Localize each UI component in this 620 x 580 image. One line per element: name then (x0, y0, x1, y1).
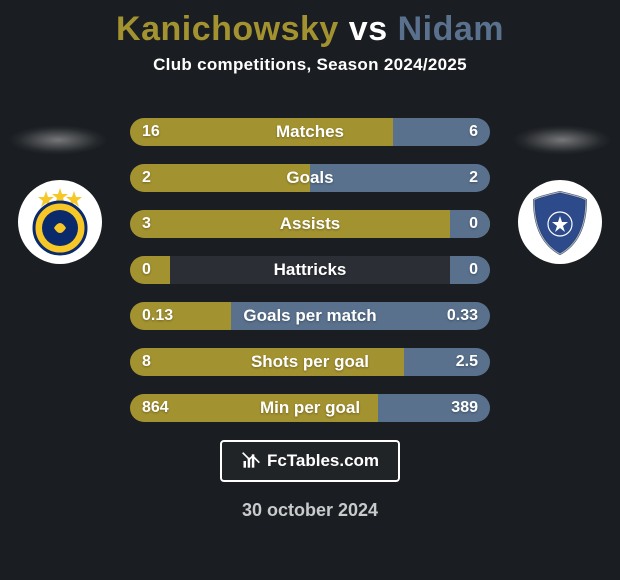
title-vs: vs (349, 10, 388, 48)
stat-row: 22Goals (130, 164, 490, 192)
brand-name: FcTables.com (267, 451, 379, 471)
stat-row: 166Matches (130, 118, 490, 146)
stat-label: Hattricks (130, 260, 490, 280)
stat-row: 30Assists (130, 210, 490, 238)
club-crest-left-icon (24, 186, 96, 258)
stat-row: 00Hattricks (130, 256, 490, 284)
stat-label: Min per goal (130, 398, 490, 418)
badge-shadow-right (512, 125, 612, 155)
stat-label: Goals per match (130, 306, 490, 326)
stats-container: 166Matches 22Goals 30Assists 00Hattricks 0.1… (130, 118, 490, 422)
stat-label: Shots per goal (130, 352, 490, 372)
comparison-date: 30 october 2024 (0, 500, 620, 521)
stats-chart-icon (241, 451, 261, 471)
club-badge-left (18, 180, 102, 264)
stat-label: Matches (130, 122, 490, 142)
stat-label: Goals (130, 168, 490, 188)
brand-footer: FcTables.com (220, 440, 400, 482)
stat-label: Assists (130, 214, 490, 234)
title-player-left: Kanichowsky (116, 10, 339, 48)
stat-row: 0.130.33Goals per match (130, 302, 490, 330)
title-player-right: Nidam (398, 10, 504, 48)
club-badge-right (518, 180, 602, 264)
stat-row: 864389Min per goal (130, 394, 490, 422)
stat-row: 82.5Shots per goal (130, 348, 490, 376)
badge-shadow-left (8, 125, 108, 155)
comparison-title: Kanichowsky vs Nidam (0, 0, 620, 49)
comparison-subtitle: Club competitions, Season 2024/2025 (0, 55, 620, 75)
club-crest-right-icon (524, 186, 596, 258)
